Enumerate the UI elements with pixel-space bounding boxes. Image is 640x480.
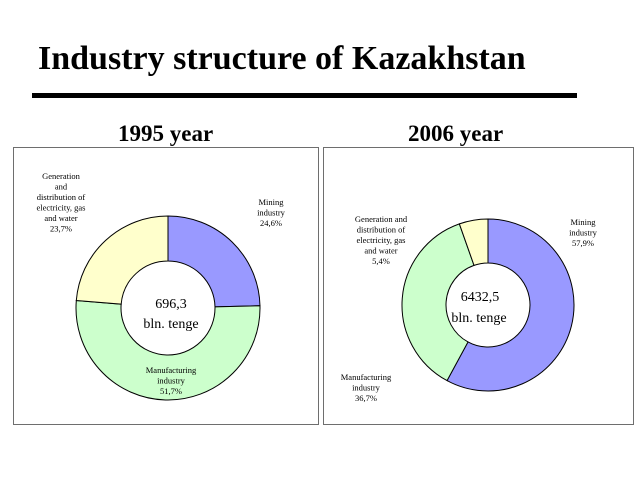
slice-label-manufacturing: Manufacturing industry 36,7% <box>341 372 392 403</box>
slice-label-generation: Generation and distribution of electricity,… <box>36 171 85 234</box>
slide-title: Industry structure of Kazakhstan <box>38 40 526 77</box>
slice-label-manufacturing: Manufacturing industry 51,7% <box>146 365 197 396</box>
donut-slice-manufacturing <box>401 223 475 382</box>
slice-label-mining: Mining industry 24,6% <box>257 197 286 228</box>
donut-slice-mining <box>446 218 575 392</box>
center-total-value: 6432,5 <box>461 290 500 305</box>
donut-slice-mining <box>167 215 261 308</box>
slice-label-generation: Generation and distribution of electricity… <box>355 214 408 266</box>
chart-1995-donut: 696,3 bln. tenge Mining industry 24,6% Manufa… <box>36 171 286 401</box>
donut-slice-generation <box>75 215 169 305</box>
chart-2006-title: 2006 year <box>408 121 504 146</box>
donut-slice-manufacturing <box>75 299 261 401</box>
slice-label-mining: Mining industry 57,9% <box>569 217 598 248</box>
chart-2006-donut: 6432,5 bln. tenge Mining industry 57,9% Manuf… <box>341 214 598 403</box>
chart-1995-title: 1995 year <box>118 121 214 146</box>
donut-slice-generation <box>458 218 489 267</box>
center-total-value: 696,3 <box>155 297 187 312</box>
chart-1995-frame: 696,3 bln. tenge Mining industry 24,6% Manufa… <box>13 147 319 425</box>
chart-2006-frame: 6432,5 bln. tenge Mining industry 57,9% Manuf… <box>323 147 634 425</box>
center-total-unit: bln. tenge <box>143 317 198 332</box>
center-total-unit: bln. tenge <box>451 311 506 326</box>
title-underline <box>32 93 577 98</box>
